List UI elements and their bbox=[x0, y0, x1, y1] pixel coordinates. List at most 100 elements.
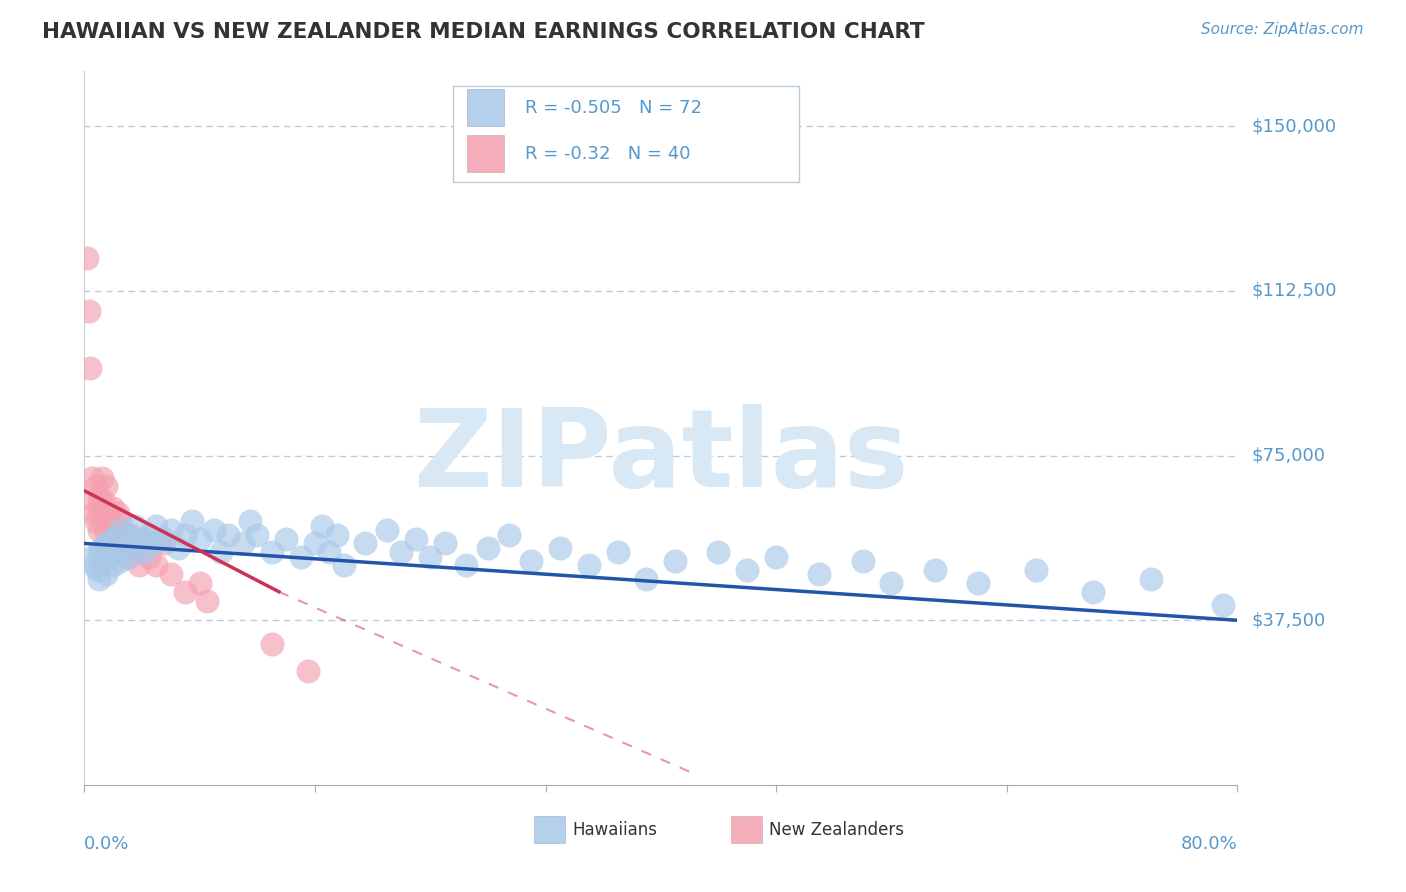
Point bbox=[333, 558, 356, 573]
Point bbox=[304, 536, 326, 550]
Point bbox=[103, 501, 124, 516]
Point bbox=[174, 584, 197, 599]
Point bbox=[124, 519, 146, 533]
Point bbox=[391, 545, 413, 559]
Point bbox=[120, 536, 142, 550]
Point bbox=[498, 527, 520, 541]
Point bbox=[167, 541, 190, 555]
Point bbox=[606, 545, 628, 559]
Point bbox=[737, 563, 759, 577]
Point bbox=[246, 527, 269, 541]
FancyBboxPatch shape bbox=[453, 86, 799, 182]
Point bbox=[87, 523, 110, 537]
Point bbox=[87, 545, 110, 559]
Point bbox=[91, 492, 114, 507]
Point bbox=[548, 541, 571, 555]
Point bbox=[83, 558, 105, 573]
Point bbox=[117, 527, 139, 541]
Point bbox=[94, 567, 117, 582]
Text: $112,500: $112,500 bbox=[1251, 282, 1337, 300]
Point bbox=[852, 554, 875, 568]
Point bbox=[1212, 598, 1234, 612]
Point bbox=[1140, 572, 1163, 586]
Point bbox=[80, 470, 103, 484]
Point bbox=[138, 527, 160, 541]
Point bbox=[707, 545, 730, 559]
Point bbox=[110, 523, 132, 537]
Point bbox=[142, 536, 165, 550]
Text: 80.0%: 80.0% bbox=[1181, 835, 1237, 853]
Point bbox=[84, 515, 107, 529]
Point bbox=[80, 549, 103, 564]
Point bbox=[188, 576, 211, 591]
Point bbox=[152, 536, 174, 550]
Text: Source: ZipAtlas.com: Source: ZipAtlas.com bbox=[1201, 22, 1364, 37]
Point bbox=[1025, 563, 1047, 577]
Text: R = -0.32   N = 40: R = -0.32 N = 40 bbox=[524, 145, 690, 162]
Point bbox=[98, 523, 121, 537]
Point bbox=[297, 664, 319, 678]
Point bbox=[195, 593, 218, 607]
Point bbox=[433, 536, 456, 550]
Text: HAWAIIAN VS NEW ZEALANDER MEDIAN EARNINGS CORRELATION CHART: HAWAIIAN VS NEW ZEALANDER MEDIAN EARNING… bbox=[42, 22, 925, 42]
Point bbox=[160, 567, 183, 582]
Point bbox=[967, 576, 990, 591]
Point bbox=[290, 549, 312, 564]
Point bbox=[94, 536, 117, 550]
Text: $37,500: $37,500 bbox=[1251, 611, 1326, 629]
Point bbox=[138, 549, 160, 564]
Text: $150,000: $150,000 bbox=[1251, 117, 1336, 136]
Point bbox=[131, 532, 153, 546]
Point bbox=[120, 527, 142, 541]
Text: $75,000: $75,000 bbox=[1251, 447, 1324, 465]
Point bbox=[456, 558, 478, 573]
Point bbox=[578, 558, 600, 573]
Point bbox=[90, 541, 112, 555]
Point bbox=[419, 549, 441, 564]
Point bbox=[218, 527, 240, 541]
Point bbox=[134, 545, 156, 559]
Point bbox=[808, 567, 831, 582]
Point bbox=[128, 541, 150, 555]
Point bbox=[97, 515, 120, 529]
FancyBboxPatch shape bbox=[467, 136, 503, 172]
Point bbox=[181, 515, 204, 529]
Point bbox=[103, 523, 124, 537]
Point bbox=[880, 576, 903, 591]
Text: Hawaiians: Hawaiians bbox=[572, 821, 657, 838]
Point bbox=[520, 554, 543, 568]
Point bbox=[260, 637, 283, 651]
Point bbox=[924, 563, 946, 577]
Text: 0.0%: 0.0% bbox=[84, 835, 129, 853]
Point bbox=[103, 558, 124, 573]
Point bbox=[636, 572, 658, 586]
Text: R = -0.505   N = 72: R = -0.505 N = 72 bbox=[524, 98, 702, 117]
Point bbox=[105, 536, 128, 550]
Point bbox=[87, 492, 110, 507]
Text: ZIPatlas: ZIPatlas bbox=[413, 404, 908, 509]
Point bbox=[94, 506, 117, 520]
Point bbox=[260, 545, 283, 559]
Point bbox=[174, 527, 197, 541]
Point bbox=[77, 303, 100, 318]
Point bbox=[664, 554, 686, 568]
Point bbox=[188, 532, 211, 546]
Point bbox=[98, 549, 121, 564]
Point bbox=[117, 549, 139, 564]
Point bbox=[86, 563, 108, 577]
Point bbox=[87, 506, 110, 520]
Point bbox=[405, 532, 427, 546]
Point bbox=[477, 541, 499, 555]
Point bbox=[91, 515, 114, 529]
FancyBboxPatch shape bbox=[467, 89, 503, 126]
Point bbox=[91, 554, 114, 568]
Point bbox=[311, 519, 333, 533]
Point bbox=[90, 470, 112, 484]
Point bbox=[83, 506, 105, 520]
Point bbox=[128, 558, 150, 573]
Point bbox=[103, 532, 124, 546]
Point bbox=[202, 523, 225, 537]
Point bbox=[765, 549, 787, 564]
Point bbox=[110, 554, 132, 568]
Point bbox=[98, 536, 121, 550]
